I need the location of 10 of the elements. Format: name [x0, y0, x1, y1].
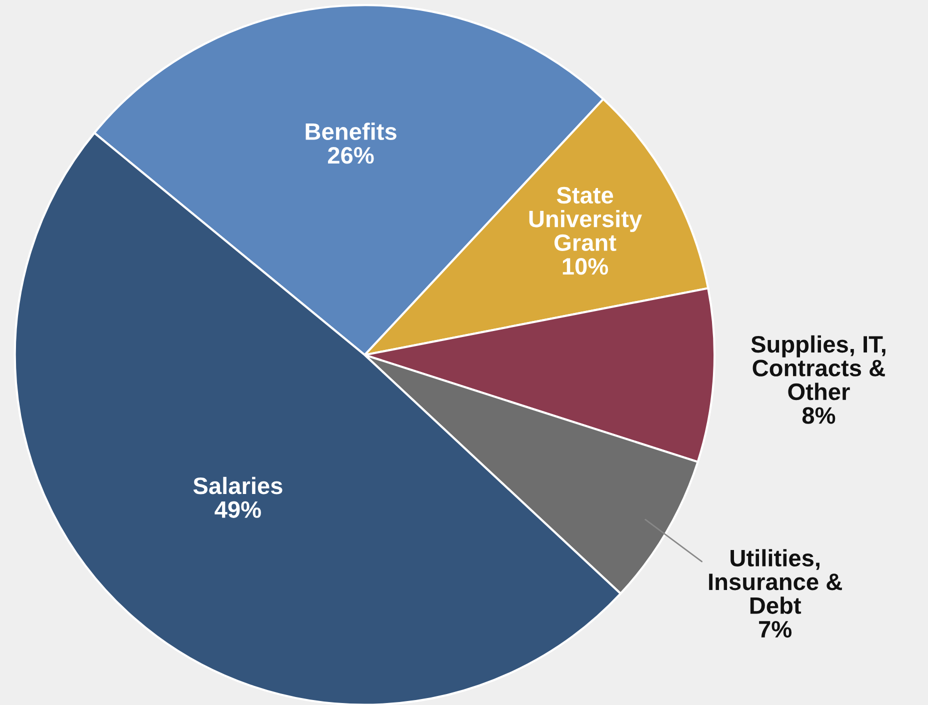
- data-label: 26%: [328, 146, 374, 164]
- slice-label: State University Grant: [529, 186, 642, 252]
- data-label: 10%: [562, 258, 608, 275]
- data-label: 8%: [802, 407, 836, 424]
- slice-label: Benefits: [306, 122, 396, 140]
- slice-label: Utilities, Insurance & Debt: [709, 549, 842, 614]
- data-label: 7%: [759, 621, 792, 638]
- data-label: 49%: [214, 501, 261, 518]
- slice-label: Supplies, IT, Contracts & Other: [751, 335, 886, 400]
- slice-label: Salaries: [193, 476, 282, 494]
